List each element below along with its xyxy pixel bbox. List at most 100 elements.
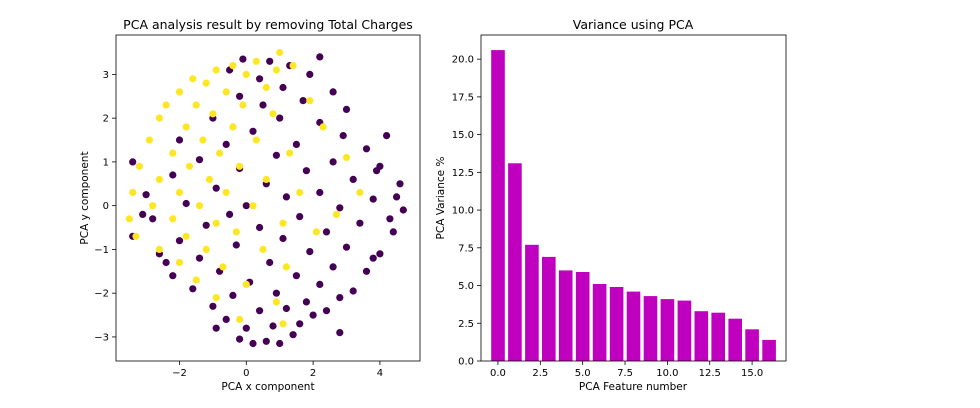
scatter-point-class-1: [249, 202, 257, 210]
scatter-point-class-0: [292, 272, 300, 280]
scatter-point-class-0: [169, 171, 177, 179]
scatter-point-class-1: [182, 123, 190, 131]
scatter-point-class-1: [212, 294, 220, 302]
scatter-point-class-1: [162, 101, 170, 109]
scatter-point-class-0: [272, 151, 280, 159]
scatter-title: PCA analysis result by removing Total Ch…: [123, 17, 413, 32]
scatter-point-class-0: [169, 272, 177, 280]
bar-feature-4: [558, 270, 573, 361]
scatter-x-tick-label: 4: [377, 368, 383, 379]
scatter-x-ticks: −2 0 2 4: [172, 361, 383, 379]
scatter-points: [125, 48, 407, 348]
scatter-point-class-1: [132, 232, 140, 240]
scatter-point-class-0: [292, 140, 300, 148]
scatter-point-class-1: [222, 88, 230, 96]
scatter-point-class-0: [369, 254, 377, 262]
bar-panel: Variance using PCA 0.0 2.5 5.0 7.5 10.0 12.5 1…: [435, 17, 787, 393]
scatter-point-class-1: [279, 320, 287, 328]
scatter-y-tick-label: −2: [94, 289, 109, 300]
scatter-point-class-1: [202, 79, 210, 87]
scatter-point-class-0: [329, 158, 337, 166]
scatter-y-tick-label: 3: [103, 70, 109, 81]
scatter-point-class-1: [175, 88, 184, 96]
scatter-x-tick-label: 2: [310, 368, 316, 379]
bar-feature-6: [592, 284, 607, 361]
scatter-point-class-0: [339, 132, 347, 140]
scatter-point-class-1: [182, 232, 190, 240]
scatter-point-class-0: [226, 210, 234, 218]
scatter-point-class-1: [252, 136, 260, 144]
bar-feature-15: [745, 329, 759, 361]
scatter-point-class-1: [169, 215, 177, 223]
scatter-point-class-0: [306, 70, 314, 78]
scatter-point-class-0: [269, 322, 277, 330]
bar-x-label: PCA Feature number: [579, 381, 688, 393]
scatter-point-class-0: [316, 280, 324, 288]
scatter-point-class-0: [296, 213, 304, 221]
bar-y-tick-label: 7.5: [458, 243, 474, 254]
scatter-point-class-1: [232, 228, 240, 236]
scatter-point-class-1: [202, 245, 210, 253]
scatter-point-class-0: [272, 289, 280, 297]
scatter-point-class-1: [135, 162, 143, 170]
scatter-point-class-1: [282, 263, 290, 271]
scatter-point-class-1: [229, 62, 237, 70]
scatter-point-class-0: [276, 114, 284, 122]
scatter-point-class-0: [399, 206, 407, 214]
scatter-point-class-0: [222, 315, 230, 323]
bar-y-tick-label: 5.0: [458, 281, 474, 292]
scatter-point-class-0: [236, 92, 244, 100]
bar-feature-1: [508, 163, 522, 361]
scatter-point-class-0: [256, 307, 264, 315]
scatter-point-class-1: [219, 263, 227, 271]
scatter-point-class-0: [239, 55, 247, 63]
scatter-point-class-1: [259, 245, 267, 253]
scatter-point-class-1: [229, 123, 237, 131]
bar-feature-14: [728, 318, 742, 361]
scatter-panel: PCA analysis result by removing Total Ch…: [79, 17, 421, 393]
scatter-point-class-1: [296, 188, 304, 197]
scatter-point-class-1: [269, 110, 277, 118]
scatter-point-class-0: [266, 57, 274, 65]
scatter-point-class-1: [175, 258, 184, 267]
bar-y-tick-label: 15.0: [452, 130, 474, 141]
scatter-point-class-0: [236, 335, 244, 343]
bar-axes-frame: [480, 34, 787, 362]
scatter-point-class-0: [349, 175, 357, 183]
bar-y-tick-label: 2.5: [458, 319, 474, 330]
scatter-point-class-0: [336, 294, 344, 302]
scatter-point-class-1: [262, 175, 270, 183]
scatter-point-class-1: [239, 101, 247, 109]
bars: [491, 50, 776, 361]
scatter-point-class-1: [286, 149, 294, 157]
scatter-point-class-1: [332, 210, 341, 218]
scatter-point-class-0: [232, 241, 240, 249]
scatter-point-class-0: [175, 136, 184, 144]
scatter-point-class-0: [342, 105, 351, 113]
bar-feature-7: [609, 287, 624, 361]
scatter-point-class-0: [279, 83, 287, 92]
scatter-point-class-0: [396, 180, 404, 188]
bar-x-tick-label: 2.5: [532, 368, 548, 379]
scatter-point-class-0: [369, 195, 377, 203]
scatter-point-class-0: [383, 132, 391, 140]
scatter-point-class-0: [316, 188, 324, 197]
scatter-point-class-1: [169, 149, 177, 157]
scatter-point-class-1: [155, 114, 163, 122]
scatter-point-class-0: [306, 248, 314, 256]
scatter-point-class-0: [212, 324, 220, 332]
bar-feature-9: [643, 296, 658, 361]
scatter-y-tick-label: 2: [103, 114, 109, 125]
scatter-point-class-0: [322, 307, 331, 315]
scatter-y-tick-label: −1: [94, 245, 109, 256]
bar-y-tick-label: 0.0: [458, 357, 474, 368]
scatter-point-class-0: [329, 88, 337, 96]
scatter-point-class-0: [162, 258, 170, 267]
scatter-point-class-0: [302, 167, 310, 175]
bar-y-tick-label: 10.0: [452, 206, 474, 217]
scatter-point-class-1: [189, 75, 197, 83]
scatter-point-class-0: [262, 337, 270, 345]
bar-y-tick-label: 20.0: [452, 55, 474, 66]
scatter-point-class-1: [252, 57, 260, 65]
